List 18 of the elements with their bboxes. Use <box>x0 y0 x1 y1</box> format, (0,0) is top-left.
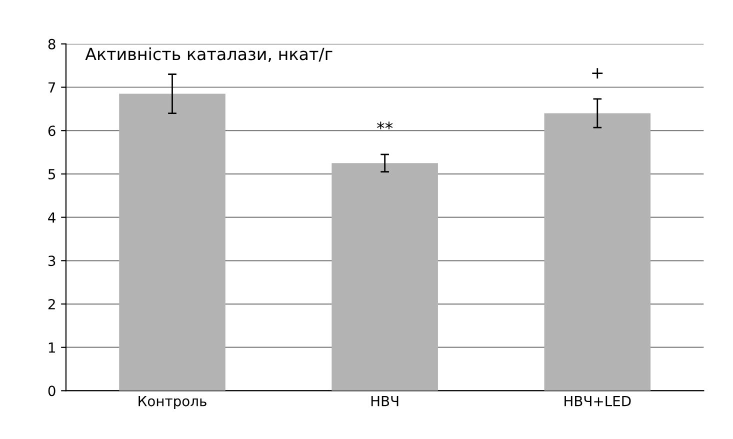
y-tick-label: 6 <box>48 126 56 136</box>
x-tick-label: НВЧ <box>371 396 398 406</box>
bar <box>119 94 226 391</box>
bar <box>332 163 438 391</box>
chart-title: Активність каталази, нкат/г <box>85 47 332 62</box>
y-tick-label: 7 <box>48 82 56 93</box>
x-tick-label: НВЧ+LED <box>564 396 631 406</box>
y-tick-label: 5 <box>48 169 56 180</box>
y-tick-label: 1 <box>48 342 55 353</box>
annotation: + <box>592 68 603 79</box>
y-tick-label: 3 <box>48 256 56 266</box>
y-tick-label: 0 <box>48 386 56 396</box>
y-tick-label: 8 <box>48 38 56 50</box>
y-tick-label: 2 <box>48 298 55 310</box>
bar <box>544 113 651 391</box>
x-tick-label: Контроль <box>138 396 206 410</box>
annotation: ** <box>376 122 393 130</box>
y-tick-label: 4 <box>48 212 56 223</box>
